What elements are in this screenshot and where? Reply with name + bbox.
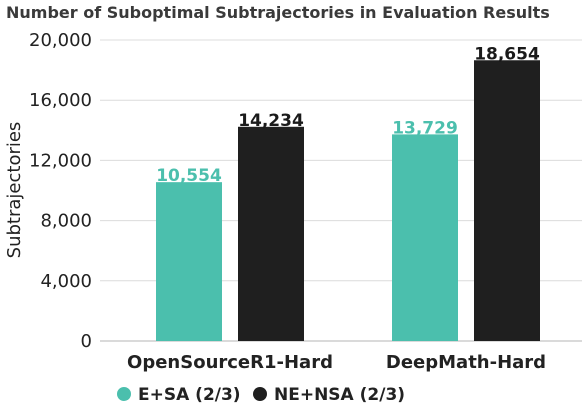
bar [392,134,458,341]
data-label: 18,654 [474,44,540,64]
x-axis-categories: OpenSourceR1-Hard DeepMath-Hard [127,352,546,373]
x-category-label: DeepMath-Hard [386,352,546,373]
data-label: 10,554 [156,166,222,186]
y-tick-label: 12,000 [29,150,92,171]
legend: E+SA (2/3) NE+NSA (2/3) [117,385,405,404]
chart-title: Number of Suboptimal Subtrajectories in … [6,3,550,22]
y-axis-ticks: 0 4,000 8,000 12,000 16,000 20,000 [29,30,92,352]
y-tick-label: 4,000 [40,271,92,292]
bar [156,182,222,341]
y-tick-label: 20,000 [29,30,92,51]
y-tick-label: 16,000 [29,90,92,111]
bar [238,126,304,342]
legend-marker [117,387,131,401]
bars [156,60,540,342]
x-category-label: OpenSourceR1-Hard [127,352,333,373]
y-axis-label: Subtrajectories [4,122,25,259]
bar [474,60,540,342]
legend-marker [253,387,267,401]
legend-label: E+SA (2/3) [138,385,241,404]
y-tick-label: 0 [81,331,92,352]
data-label: 13,729 [392,118,458,138]
legend-label: NE+NSA (2/3) [274,385,405,404]
data-labels: 10,554 14,234 13,729 18,654 [156,44,540,186]
data-label: 14,234 [238,111,304,131]
y-tick-label: 8,000 [40,211,92,232]
